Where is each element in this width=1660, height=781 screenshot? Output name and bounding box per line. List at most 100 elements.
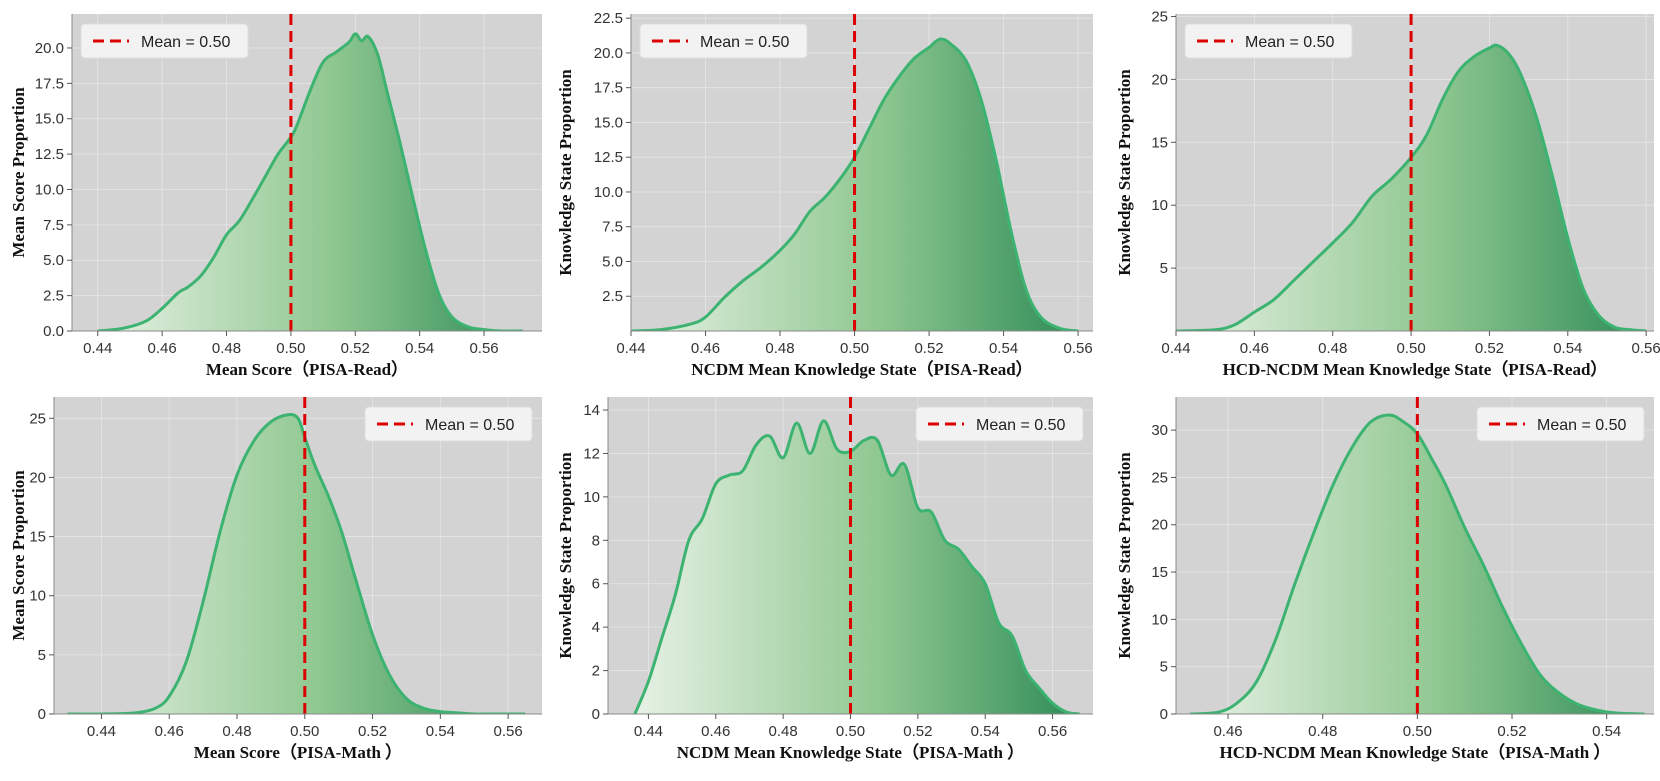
data-point xyxy=(1520,643,1522,645)
data-point xyxy=(1038,687,1040,689)
y-tick-label: 20 xyxy=(1151,517,1168,534)
data-point xyxy=(168,695,170,697)
y-tick-label: 20 xyxy=(29,469,46,486)
chart-panel-2: 0.44 0.46 0.48 0.50 0.52 0.54 0.56 2.5 5.0 7.5 10.… xyxy=(556,10,1093,379)
x-tick-label: 0.56 xyxy=(1632,340,1660,357)
data-point xyxy=(386,92,388,94)
y-tick-label: 10 xyxy=(1151,197,1168,214)
data-point xyxy=(1218,711,1220,713)
data-point xyxy=(723,297,725,299)
data-point xyxy=(253,440,255,442)
data-point xyxy=(809,210,811,212)
x-axis-label: HCD-NCDM Mean Knowledge State（PISA-Math … xyxy=(1220,742,1611,762)
legend: Mean = 0.50 xyxy=(639,23,808,59)
data-point xyxy=(270,421,272,423)
data-point xyxy=(930,511,932,513)
x-tick-label: 0.52 xyxy=(914,340,943,357)
x-tick-label: 0.52 xyxy=(1475,340,1504,357)
data-point xyxy=(1255,681,1257,683)
data-point xyxy=(769,435,771,437)
data-point xyxy=(779,249,781,251)
data-point xyxy=(161,307,163,309)
data-point xyxy=(200,275,202,277)
data-point xyxy=(903,463,905,465)
data-point xyxy=(296,123,298,125)
data-point xyxy=(701,518,703,520)
data-point xyxy=(1582,288,1584,290)
chart-panel-6: 0.46 0.48 0.50 0.52 0.54 0 5 10 15 20 25 30 HCD-NCDM… xyxy=(1115,397,1654,762)
data-point xyxy=(439,711,441,713)
y-tick-label: 12.5 xyxy=(35,146,64,163)
data-point xyxy=(219,531,221,533)
y-axis-label: Knowledge State Proportion xyxy=(556,69,575,276)
data-point xyxy=(794,233,796,235)
data-point xyxy=(1058,327,1060,329)
x-tick-label: 0.50 xyxy=(1396,340,1425,357)
density-layer xyxy=(97,32,523,331)
data-point xyxy=(998,622,1000,624)
data-point xyxy=(1371,195,1373,197)
data-point xyxy=(412,198,414,200)
data-point xyxy=(1312,261,1314,263)
y-tick-label: 10.0 xyxy=(35,181,64,198)
data-point xyxy=(1369,422,1371,424)
data-point xyxy=(984,583,986,585)
data-point xyxy=(898,76,900,78)
y-tick-label: 2 xyxy=(592,663,600,680)
x-tick-label: 0.46 xyxy=(148,340,177,357)
data-point xyxy=(868,127,870,129)
data-point xyxy=(1025,288,1027,290)
data-point xyxy=(341,532,343,534)
data-point xyxy=(1010,230,1012,232)
data-point xyxy=(185,661,187,663)
data-point xyxy=(824,197,826,199)
data-point xyxy=(314,465,316,467)
x-tick-label: 0.54 xyxy=(971,723,1000,740)
data-point xyxy=(213,256,215,258)
x-tick-label: 0.54 xyxy=(989,340,1018,357)
data-point xyxy=(839,178,841,180)
data-point xyxy=(1025,670,1027,672)
data-point xyxy=(467,326,469,328)
x-tick-label: 0.50 xyxy=(1403,723,1432,740)
legend: Mean = 0.50 xyxy=(364,406,533,442)
legend: Mean = 0.50 xyxy=(1476,406,1645,442)
y-tick-label: 25 xyxy=(29,410,46,427)
data-point xyxy=(1273,299,1275,301)
legend-label: Mean = 0.50 xyxy=(1537,417,1627,434)
data-point xyxy=(1390,178,1392,180)
density-area xyxy=(634,420,1080,714)
data-point xyxy=(328,495,330,497)
y-tick-label: 7.5 xyxy=(602,219,623,236)
y-tick-label: 15 xyxy=(29,529,46,546)
density-curve xyxy=(1176,43,1647,331)
data-point xyxy=(755,444,757,446)
y-tick-label: 5 xyxy=(38,647,46,664)
data-point xyxy=(939,38,941,40)
y-tick-label: 0 xyxy=(1160,706,1168,723)
data-point xyxy=(1508,53,1510,55)
x-tick-label: 0.56 xyxy=(1038,723,1067,740)
data-point xyxy=(971,565,973,567)
data-point xyxy=(251,198,253,200)
x-tick-label: 0.48 xyxy=(1318,340,1347,357)
data-point xyxy=(1214,329,1216,331)
data-point xyxy=(863,439,865,441)
x-axis-label: Mean Score（PISA-Read） xyxy=(206,359,408,379)
data-point xyxy=(1577,704,1579,706)
data-point xyxy=(1629,329,1631,331)
legend-box xyxy=(639,23,808,59)
y-tick-label: 20.0 xyxy=(594,45,623,62)
y-tick-label: 20 xyxy=(1151,71,1168,88)
data-point xyxy=(1312,533,1314,535)
y-tick-label: 22.5 xyxy=(594,10,623,27)
y-axis-label: Knowledge State Proportion xyxy=(1115,69,1134,276)
x-tick-label: 0.44 xyxy=(83,340,112,357)
data-point xyxy=(1293,584,1295,586)
x-tick-label: 0.56 xyxy=(494,723,523,740)
data-point xyxy=(145,320,147,322)
x-tick-label: 0.50 xyxy=(276,340,305,357)
data-point xyxy=(1502,606,1504,608)
legend-label: Mean = 0.50 xyxy=(425,417,515,434)
data-point xyxy=(287,414,289,416)
